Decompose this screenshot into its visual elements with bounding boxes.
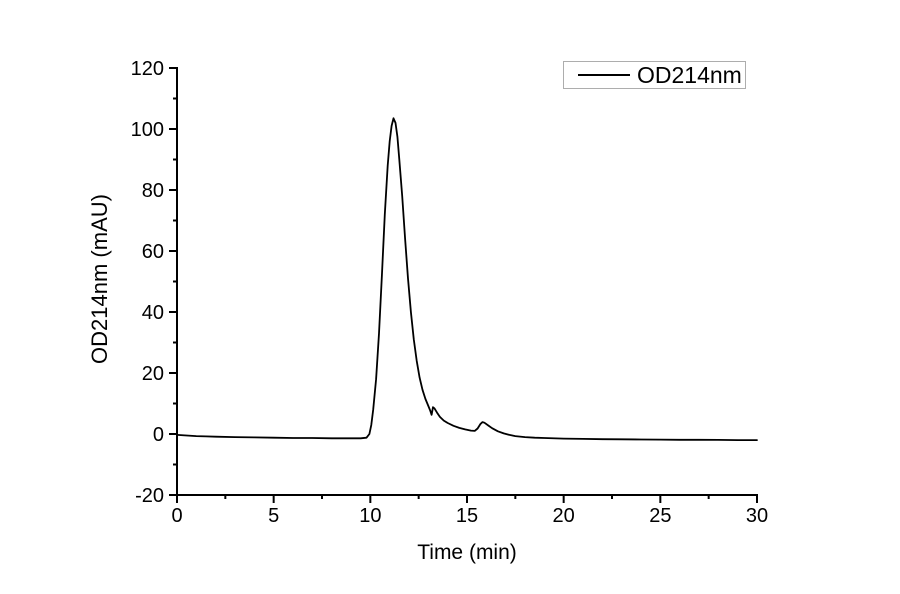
y-axis-tick-label: 60	[142, 241, 164, 263]
x-axis-tick-label: 30	[746, 505, 768, 527]
x-axis-tick-label: 15	[456, 505, 478, 527]
y-axis-tick-label: 40	[142, 302, 164, 324]
x-axis-tick-label: 0	[171, 505, 182, 527]
x-axis-tick-label: 5	[268, 505, 279, 527]
legend: OD214nm	[563, 61, 746, 89]
x-axis-tick-label: 20	[553, 505, 575, 527]
y-axis-tick-label: -20	[135, 485, 164, 507]
legend-line-sample-icon	[578, 73, 630, 77]
y-axis-tick-label: 80	[142, 180, 164, 202]
axes-frame	[176, 67, 758, 496]
series-line-od214nm	[176, 117, 758, 442]
legend-label: OD214nm	[637, 61, 742, 88]
y-axis-tick-label: 20	[142, 363, 164, 385]
y-axis-tick-label: 120	[131, 58, 164, 80]
x-axis-tick-label: 10	[359, 505, 381, 527]
y-axis-tick-label: 0	[153, 424, 164, 446]
y-axis-title: OD214nm (mAU)	[87, 194, 112, 364]
y-axis-tick-label: 100	[131, 119, 164, 141]
x-axis-tick-label: 25	[649, 505, 671, 527]
x-axis-title: Time (min)	[417, 541, 517, 564]
